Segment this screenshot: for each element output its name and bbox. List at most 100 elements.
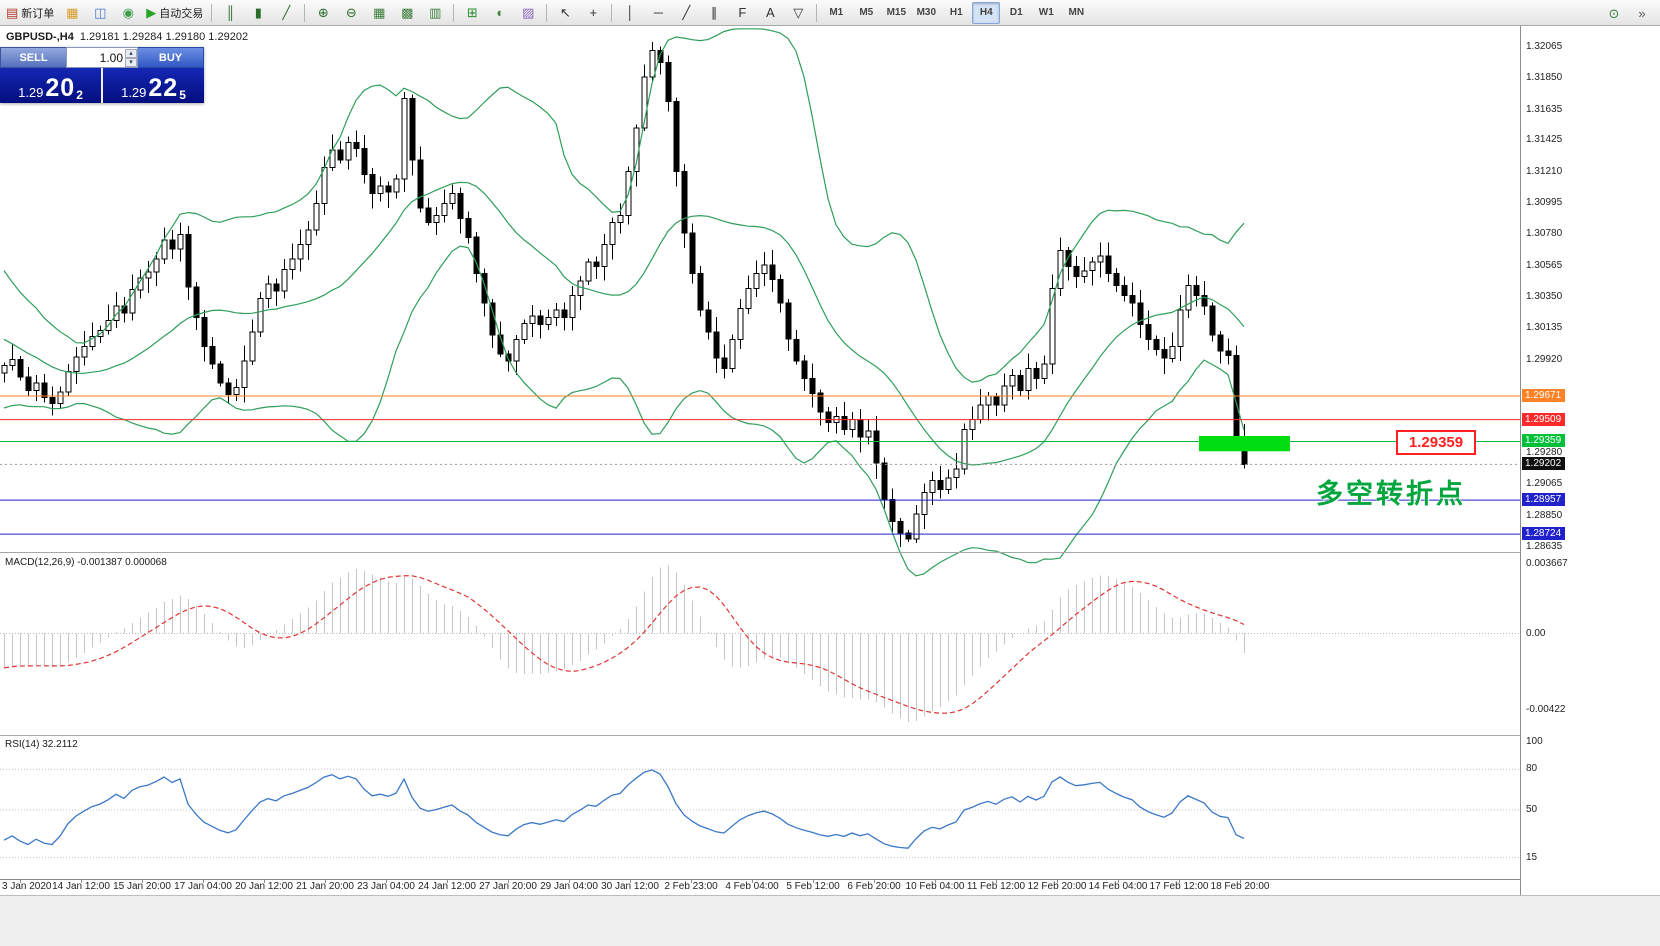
new-order-button-label: 新订单 bbox=[21, 7, 55, 20]
candle-body bbox=[1097, 255, 1104, 263]
cascade-windows-button[interactable]: ▩ bbox=[394, 2, 420, 24]
candle-body bbox=[681, 171, 688, 234]
macd-signal-line[interactable] bbox=[3, 575, 1245, 714]
candle-body bbox=[769, 264, 776, 280]
sell-button[interactable]: SELL bbox=[0, 47, 66, 68]
indicators-button[interactable]: ⊞ bbox=[459, 2, 485, 24]
fibonacci-icon: F bbox=[738, 5, 747, 20]
volume-field[interactable]: 1.00 ▴ ▾ bbox=[66, 47, 138, 68]
autotrading-button[interactable]: ▶ 自动交易 bbox=[143, 2, 206, 24]
buy-price-panel[interactable]: 1.29 22 5 bbox=[103, 68, 204, 103]
text-icon: A bbox=[765, 5, 775, 20]
zoom-in-button[interactable]: ⊕ bbox=[310, 2, 336, 24]
price-axis-label: 1.32065 bbox=[1526, 40, 1563, 52]
search-button[interactable]: ⊙ bbox=[1601, 2, 1627, 24]
bollinger-band[interactable] bbox=[3, 28, 1245, 383]
candle-body bbox=[409, 98, 416, 161]
horizontal-line-button[interactable]: ─ bbox=[645, 2, 671, 24]
text-button[interactable]: A bbox=[757, 2, 783, 24]
timeframe-m30[interactable]: M30 bbox=[916, 7, 937, 18]
price-axis-label: 0.003667 bbox=[1526, 558, 1568, 569]
channel-button[interactable]: ∥ bbox=[701, 2, 727, 24]
candle-body bbox=[401, 98, 408, 180]
candle-body bbox=[881, 462, 888, 501]
price-chart[interactable] bbox=[0, 26, 1520, 895]
zoom-out-button[interactable]: ⊖ bbox=[338, 2, 364, 24]
sell-price-panel[interactable]: 1.29 20 2 bbox=[0, 68, 101, 103]
bollinger-band[interactable] bbox=[3, 181, 1245, 466]
highlight-rectangle[interactable] bbox=[1199, 436, 1290, 452]
candle-body bbox=[993, 395, 1000, 406]
candle-body bbox=[81, 346, 88, 358]
timeframe-m1[interactable]: M1 bbox=[829, 7, 844, 18]
chart-area[interactable]: GBPUSD-,H4 1.29181 1.29284 1.29180 1.2920… bbox=[0, 26, 1520, 895]
chart-window-button[interactable]: ▦ bbox=[59, 2, 85, 24]
price-axis-label: 1.31425 bbox=[1526, 134, 1563, 146]
timeframe-h1[interactable]: H1 bbox=[949, 7, 963, 18]
arrange-windows-button[interactable]: ▥ bbox=[422, 2, 448, 24]
candle-body bbox=[985, 395, 992, 406]
candle-body bbox=[441, 203, 448, 216]
candles bbox=[1, 42, 1248, 547]
trendline-button[interactable]: ╱ bbox=[673, 2, 699, 24]
bollinger-band[interactable] bbox=[3, 245, 1245, 577]
candle-body bbox=[1201, 295, 1208, 307]
candle-body bbox=[937, 480, 944, 490]
rsi-indicator-label: RSI(14) 32.2112 bbox=[5, 739, 78, 750]
price-axis[interactable]: 1.32065 1.31850 1.31635 1.31425 1.31210 1.309… bbox=[1520, 26, 1660, 895]
timeframe-m5[interactable]: M5 bbox=[859, 7, 874, 18]
new-order-button[interactable]: ▤ 新订单 bbox=[3, 2, 57, 24]
candle-body bbox=[649, 50, 656, 78]
candle-body bbox=[1185, 284, 1192, 311]
periods-button[interactable]: ◐ bbox=[487, 2, 513, 24]
timeframe-w1[interactable]: W1 bbox=[1038, 7, 1054, 18]
candle-body bbox=[1161, 349, 1168, 359]
profiles-button[interactable]: ◫ bbox=[87, 2, 113, 24]
cursor-icon: ↖ bbox=[559, 5, 571, 20]
templates-button[interactable]: ▨ bbox=[515, 2, 541, 24]
refresh-button[interactable]: ◉ bbox=[115, 2, 141, 24]
candle-body bbox=[585, 261, 592, 282]
volume-down-button[interactable]: ▾ bbox=[125, 57, 137, 67]
price-axis-label: 1.28635 bbox=[1526, 541, 1563, 553]
turning-point-annotation[interactable]: 多空转折点 bbox=[1316, 479, 1466, 509]
crosshair-button[interactable]: + bbox=[580, 2, 606, 24]
cursor-button[interactable]: ↖ bbox=[552, 2, 578, 24]
buy-button[interactable]: BUY bbox=[138, 47, 204, 68]
vertical-line-button[interactable]: │ bbox=[617, 2, 643, 24]
time-axis-label: 11 Feb 12:00 bbox=[966, 881, 1026, 892]
candle-body bbox=[673, 101, 680, 173]
fibonacci-button[interactable]: F bbox=[729, 2, 755, 24]
tile-windows-button[interactable]: ▦ bbox=[366, 2, 392, 24]
rsi-line[interactable] bbox=[3, 769, 1245, 849]
sell-price-big: 20 bbox=[45, 74, 76, 102]
bar-chart-button[interactable]: ║ bbox=[217, 2, 243, 24]
new-order-icon: ▤ bbox=[6, 5, 19, 20]
price-axis-label: 50 bbox=[1526, 804, 1538, 815]
time-axis-label: 17 Feb 12:00 bbox=[1149, 881, 1209, 892]
timeframe-d1[interactable]: D1 bbox=[1009, 7, 1023, 18]
candle-body bbox=[49, 397, 56, 404]
candle-body bbox=[25, 376, 32, 391]
volume-up-button[interactable]: ▴ bbox=[125, 48, 137, 58]
candlestick-chart-button[interactable]: ▮ bbox=[245, 2, 271, 24]
timeframe-mn[interactable]: MN bbox=[1068, 7, 1085, 18]
candle-body bbox=[297, 244, 304, 260]
time-axis-label: 29 Jan 04:00 bbox=[540, 881, 598, 892]
toolbar-separator bbox=[304, 3, 306, 22]
candle-body bbox=[1169, 346, 1176, 359]
candle-body bbox=[1129, 295, 1136, 304]
line-chart-button[interactable]: ╱ bbox=[273, 2, 299, 24]
arrows-button[interactable]: ▽ bbox=[785, 2, 811, 24]
price-tag: 1.28957 bbox=[1522, 493, 1566, 507]
timeframe-h4[interactable]: H4 bbox=[972, 1, 1001, 24]
candle-body bbox=[57, 391, 64, 404]
time-axis[interactable]: 3 Jan 2020 14 Jan 12:00 15 Jan 20:00 17 Jan… bbox=[0, 881, 1520, 895]
price-level-callout[interactable]: 1.29359 bbox=[1396, 430, 1476, 455]
candle-body bbox=[745, 287, 752, 310]
zoom-out-icon: ⊖ bbox=[345, 5, 357, 20]
toolbar-overflow-button[interactable]: » bbox=[1629, 2, 1655, 24]
candle-body bbox=[753, 273, 760, 289]
candle-body bbox=[465, 217, 472, 238]
timeframe-m15[interactable]: M15 bbox=[886, 7, 907, 18]
